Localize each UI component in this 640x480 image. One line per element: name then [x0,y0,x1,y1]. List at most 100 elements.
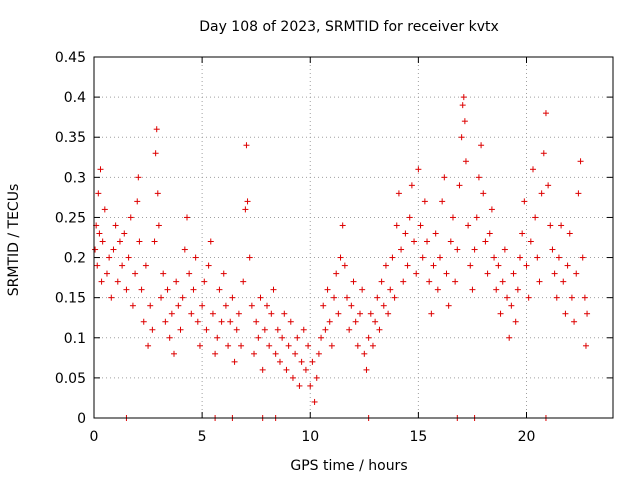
data-point [152,150,159,157]
data-point [424,238,431,245]
data-point [207,238,214,245]
data-point [257,294,264,301]
data-point [341,262,348,269]
data-point [132,270,139,277]
data-point [538,190,545,197]
data-point [233,326,240,333]
data-point [261,326,268,333]
data-point [553,294,560,301]
data-point [287,318,294,325]
data-point [134,198,141,205]
data-point [94,262,101,269]
data-point [162,318,169,325]
data-point [248,302,255,309]
chart-title: Day 108 of 2023, SRMTID for receiver kvt… [199,19,499,35]
data-point [311,398,318,405]
data-point [467,262,474,269]
y-tick-label: 0.45 [55,50,86,66]
data-point [199,302,206,309]
data-point [417,222,424,229]
data-point [437,254,443,261]
data-point [404,262,411,269]
data-point [266,342,273,349]
data-point [461,118,468,125]
data-point [114,278,121,285]
data-point [365,334,372,341]
data-point [389,254,396,261]
data-point [123,286,130,293]
data-point [315,350,322,357]
data-point [292,350,299,357]
data-point [270,286,277,293]
data-point [192,254,199,261]
data-point [361,350,368,357]
data-point [289,374,296,381]
data-point [281,310,288,317]
data-point [504,294,511,301]
data-point [560,278,567,285]
data-point [279,334,286,341]
data-point [307,382,314,389]
data-point [140,318,147,325]
data-point [459,102,466,109]
data-point [367,310,374,317]
data-point [190,286,197,293]
data-point [452,278,459,285]
data-point [253,318,260,325]
data-point [175,302,182,309]
data-point [240,278,247,285]
data-point [542,110,549,117]
data-point [356,310,363,317]
x-tick-label: 5 [198,429,207,445]
data-point [413,270,420,277]
data-point [235,310,242,317]
data-point [547,222,554,229]
data-point [402,230,409,237]
data-point [393,222,400,229]
data-point [129,302,136,309]
y-tick-label: 0.25 [55,210,86,226]
x-tick-label: 0 [90,429,99,445]
data-point [313,374,320,381]
data-point [430,262,437,269]
data-point [112,222,119,229]
data-point [529,166,536,173]
data-point [333,270,340,277]
data-point [454,246,461,253]
y-tick-label: 0 [77,411,86,427]
data-point [229,294,236,301]
data-point [497,310,504,317]
data-point [337,254,344,261]
data-point [244,198,251,205]
data-point [274,326,281,333]
data-point [359,286,366,293]
data-point [564,262,571,269]
data-point [421,198,428,205]
data-point [445,302,452,309]
plot-frame [93,56,614,419]
data-point [536,278,543,285]
data-point [268,310,275,317]
data-point [558,222,565,229]
data-point [469,286,476,293]
data-point [259,366,266,373]
data-point [99,238,106,245]
data-point [471,246,478,253]
data-point [188,310,195,317]
data-point [352,318,359,325]
data-point [540,150,547,157]
data-point [380,302,387,309]
data-point [428,310,435,317]
data-point [571,318,578,325]
data-point [181,246,188,253]
data-point [372,318,379,325]
data-point [491,254,498,261]
data-point [523,262,530,269]
data-point [251,350,258,357]
data-point [136,238,143,245]
data-point [305,342,312,349]
data-point [478,142,485,149]
data-point [480,190,487,197]
data-point [220,270,227,277]
data-point [171,350,178,357]
